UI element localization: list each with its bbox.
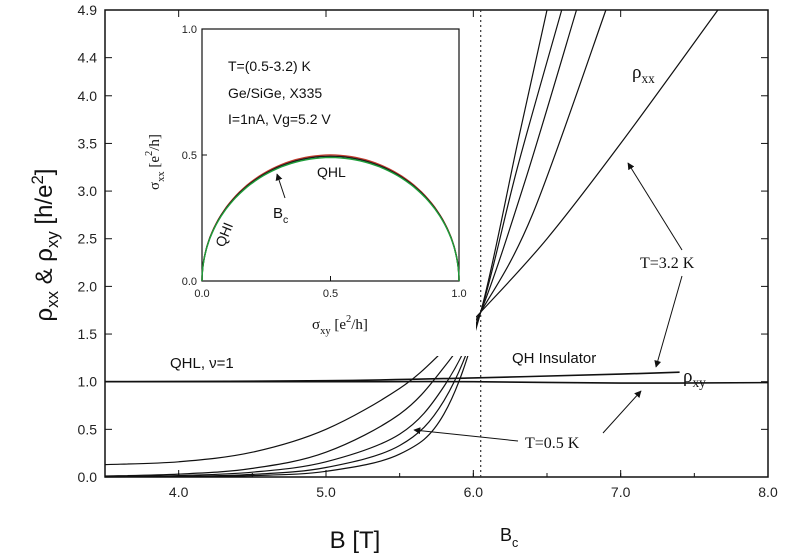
inset-y-tick-label: 0.5 xyxy=(182,150,197,162)
rho-xx-label: ρxx xyxy=(632,62,655,86)
rho-xy-label-main: ρ xyxy=(683,366,692,387)
y-axis-label-sup: 2 xyxy=(28,175,47,184)
arrow-t-high-to-rho-xy xyxy=(654,275,683,368)
y-axis-label-main: ρ xyxy=(31,308,58,322)
inset-semicircle-curves xyxy=(201,154,460,282)
critical-field-label-main: B xyxy=(500,525,512,545)
y-tick-label: 0.5 xyxy=(78,421,98,437)
inset-qhl-label: QHL xyxy=(317,164,346,180)
inset-x-tick-label: 0.0 xyxy=(194,288,209,300)
main-plot-frame xyxy=(104,9,769,478)
inset-bc-label: Bc xyxy=(273,205,288,226)
arrow-t-low-to-curves xyxy=(413,427,519,442)
rho-xx-label-sub: xx xyxy=(641,71,655,86)
inset-y-axis-label: σxx [e2/h] xyxy=(144,134,167,190)
y-tick-label: 3.5 xyxy=(78,135,98,151)
y-tick-label: 1.5 xyxy=(78,326,98,342)
y-tick-label: 4.4 xyxy=(78,50,98,66)
rho-xy-curves xyxy=(104,371,769,384)
qhl-label: QHL, ν=1 xyxy=(170,355,234,372)
inset-y-tick-label: 0.0 xyxy=(182,276,197,288)
y-axis-label-mid: & ρ xyxy=(31,248,58,291)
arrow-t-high-to-rho-xx xyxy=(627,162,683,251)
inset-y-axis-ticks: 0.0 0.5 1.0 xyxy=(182,24,207,288)
y-tick-label: 4.0 xyxy=(78,88,98,104)
inset-x-label-unit: [e xyxy=(331,317,347,333)
y-tick-label: 1.0 xyxy=(78,374,98,390)
x-tick-label: 6.0 xyxy=(464,484,484,500)
rho-xx-label-main: ρ xyxy=(632,62,641,83)
inset-semicircle-series-2 xyxy=(201,156,460,282)
main-y-axis-ticks: 0.0 0.5 1.0 1.5 2.0 2.5 3.0 3.5 4.0 4.4 4.9 xyxy=(78,2,768,485)
inset-y-label-end: /h] xyxy=(147,134,163,151)
y-tick-label: 2.0 xyxy=(78,278,98,294)
inset-x-label-end: /h] xyxy=(351,317,368,333)
rho-xy-label-sub: xy xyxy=(692,375,706,390)
x-tick-label: 5.0 xyxy=(316,484,336,500)
rho-xx-curve-T2 xyxy=(104,9,607,477)
inset-background xyxy=(176,26,476,356)
x-axis-label-text: B [T] xyxy=(330,527,381,554)
inset-x-axis-ticks: 0.0 0.5 1.0 xyxy=(194,276,467,300)
y-axis-label-sub2: xy xyxy=(43,231,62,248)
y-tick-label: 0.0 xyxy=(78,469,98,485)
y-tick-label: 2.5 xyxy=(78,231,98,247)
inset-y-tick-label: 1.0 xyxy=(182,24,197,36)
inset-x-tick-label: 0.5 xyxy=(323,288,338,300)
inset-plot: 0.0 0.5 1.0 0.0 0.5 1.0 T=(0.5-3.2) K Ge/SiG… xyxy=(144,24,476,356)
qh-insulator-label: QH Insulator xyxy=(512,350,596,367)
rho-xx-curve-T0.5 xyxy=(104,9,548,478)
critical-field-label: Bc xyxy=(500,525,518,550)
inset-x-axis-label: σxy [e2/h] xyxy=(312,314,368,337)
inset-x-label-sup: 2 xyxy=(346,314,351,325)
inset-y-label-sub: xx xyxy=(156,171,167,182)
y-axis-label-end: ] xyxy=(31,169,58,176)
inset-x-tick-label: 1.0 xyxy=(451,288,466,300)
main-x-axis-ticks: 4.0 5.0 6.0 7.0 8.0 xyxy=(104,10,778,500)
arrow-t-low-to-rho-xy xyxy=(602,390,642,434)
rho-xx-curve-T1.5 xyxy=(104,9,578,478)
x-tick-label: 8.0 xyxy=(758,484,778,500)
inset-bc-label-main: B xyxy=(273,205,283,222)
inset-bc-arrow xyxy=(275,173,286,199)
rho-xy-label: ρxy xyxy=(683,366,706,390)
y-axis-label-sub1: xx xyxy=(43,290,62,307)
y-tick-label: 3.0 xyxy=(78,183,98,199)
inset-x-label-sub: xy xyxy=(320,326,331,337)
inset-y-label-sup: 2 xyxy=(144,151,155,156)
y-axis-label: ρxx & ρxy [h/e2] xyxy=(28,169,62,322)
t-low-label: T=0.5 K xyxy=(525,435,580,452)
critical-field-label-sub: c xyxy=(512,536,518,550)
rho-xx-curve-T3.2 xyxy=(104,9,719,466)
y-tick-label: 4.9 xyxy=(78,2,98,18)
inset-info-line-1: T=(0.5-3.2) K xyxy=(228,58,312,74)
inset-info-line-3: I=1nA, Vg=5.2 V xyxy=(228,111,331,127)
x-axis-label: B [T] xyxy=(330,527,381,554)
y-axis-label-unit: [h/e xyxy=(31,185,58,232)
inset-y-label-unit: [e xyxy=(147,156,163,172)
rho-xy-curve-T3.2 xyxy=(104,371,680,383)
x-tick-label: 7.0 xyxy=(611,484,631,500)
inset-y-label-main: σ xyxy=(147,182,163,190)
inset-info-line-2: Ge/SiGe, X335 xyxy=(228,85,322,101)
inset-bc-label-sub: c xyxy=(283,214,288,226)
inset-x-label-main: σ xyxy=(312,317,320,333)
t-high-label: T=3.2 K xyxy=(640,255,695,272)
x-tick-label: 4.0 xyxy=(169,484,189,500)
